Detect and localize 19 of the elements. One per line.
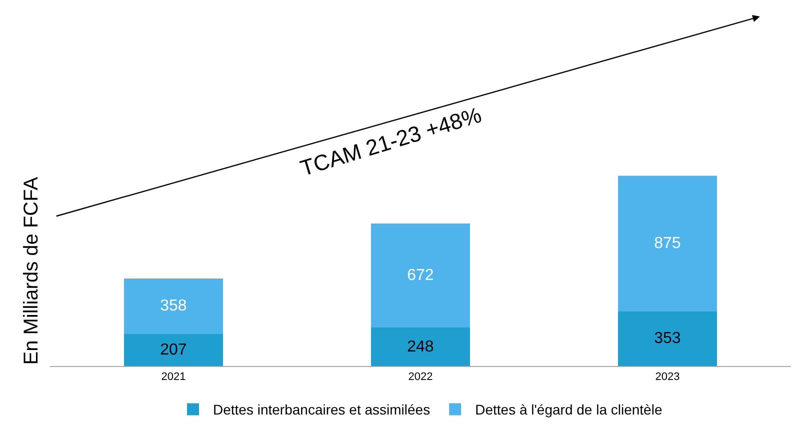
y-axis-title: En Milliards de FCFA [20, 176, 42, 365]
bar [371, 328, 470, 366]
legend-label: Dettes à l'égard de la clientèle [475, 402, 662, 418]
x-tick-label: 2021 [161, 371, 186, 384]
data-label: 875 [654, 235, 681, 252]
data-label: 353 [654, 330, 681, 348]
x-tick-label: 2022 [408, 371, 433, 384]
data-label: 358 [160, 298, 187, 315]
data-label: 207 [160, 341, 187, 358]
annotation: TCAM 21-23 +48% [297, 102, 484, 181]
legend-label: Dettes interbancaires et assimilées [213, 402, 430, 418]
bar [618, 176, 717, 312]
bar [618, 311, 717, 366]
x-tick-label: 2023 [655, 371, 680, 384]
data-label: 248 [407, 338, 434, 356]
bar [371, 223, 470, 328]
bar [124, 278, 223, 334]
data-label: 672 [407, 267, 434, 284]
bar [124, 334, 223, 366]
